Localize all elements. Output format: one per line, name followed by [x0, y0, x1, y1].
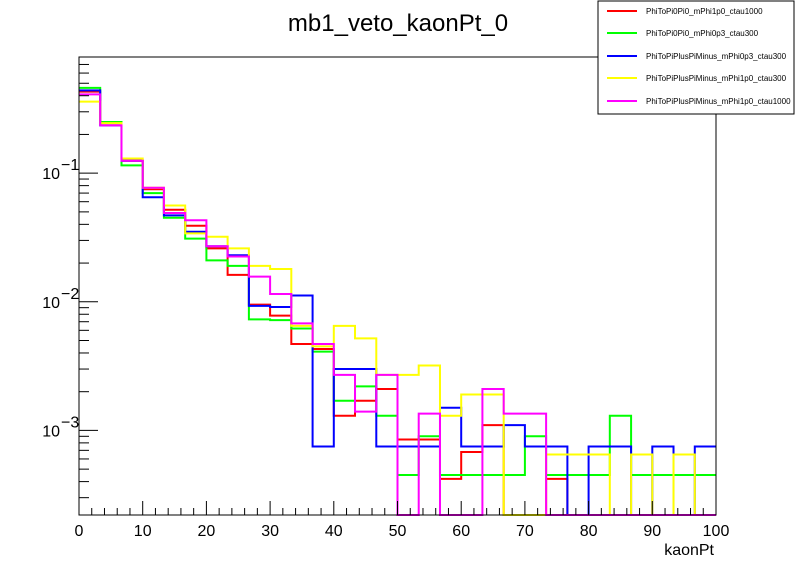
y-tick-exponent: −1: [61, 157, 79, 174]
legend: PhiToPi0Pi0_mPhi1p0_ctau1000 PhiToPi0Pi0_…: [597, 0, 795, 115]
legend-label-1: PhiToPi0Pi0_mPhi1p0_ctau1000: [646, 7, 763, 16]
series-line-5: [79, 93, 716, 516]
x-tick-label: 10: [134, 523, 152, 540]
legend-label-5: PhiToPiPlusPiMinus_mPhi1p0_ctau1000: [646, 97, 791, 106]
legend-label-4: PhiToPiPlusPiMinus_mPhi1p0_ctau300: [646, 74, 787, 83]
x-tick-label: 80: [580, 523, 598, 540]
y-tick-label: 10: [42, 166, 60, 183]
x-tick-label: 50: [389, 523, 407, 540]
x-axis-label: kaonPt: [664, 542, 714, 559]
chart-title: mb1_veto_kaonPt_0: [288, 10, 508, 37]
x-tick-label: 30: [261, 523, 279, 540]
series-layer: [79, 86, 716, 516]
y-tick-label: 10: [42, 295, 60, 312]
y-axis: 10−310−210−1: [42, 56, 98, 499]
y-tick-exponent: −2: [61, 286, 79, 303]
x-tick-label: 70: [516, 523, 534, 540]
y-tick-label: 10: [42, 423, 60, 440]
y-tick-exponent: −3: [61, 414, 79, 431]
x-tick-label: 60: [452, 523, 470, 540]
legend-box: [597, 0, 795, 115]
x-tick-label: 20: [198, 523, 216, 540]
legend-label-2: PhiToPi0Pi0_mPhi0p3_ctau300: [646, 29, 759, 38]
legend-label-3: PhiToPiPlusPiMinus_mPhi0p3_ctau300: [646, 52, 787, 61]
x-tick-label: 90: [643, 523, 661, 540]
x-tick-label: 0: [75, 523, 84, 540]
x-tick-label: 100: [703, 523, 730, 540]
x-tick-label: 40: [325, 523, 343, 540]
x-axis: 0 10 20 30 40 50 60 70 80 90 100: [75, 501, 730, 540]
